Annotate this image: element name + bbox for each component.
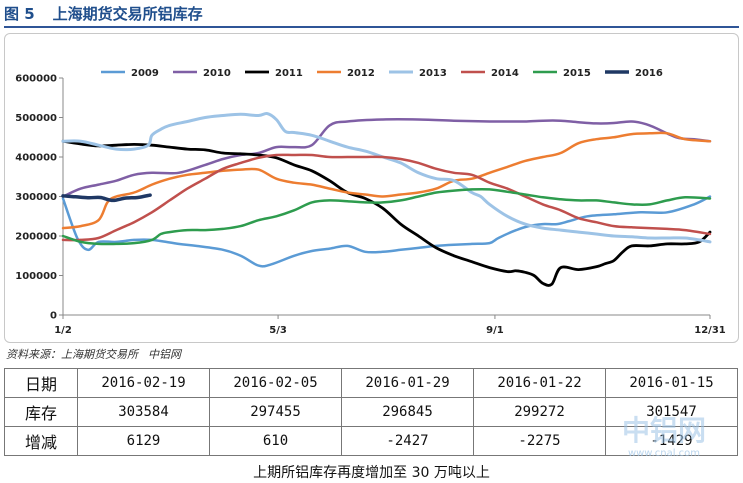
series-line-2010 xyxy=(61,118,712,198)
legend-label-2016: 2016 xyxy=(635,68,663,79)
x-tick-label: 1/2 xyxy=(54,325,72,336)
legend-label-2013: 2013 xyxy=(419,68,447,79)
series-line-2015 xyxy=(61,187,712,246)
y-tick-label: 100000 xyxy=(15,271,57,282)
legend-label-2015: 2015 xyxy=(563,68,591,79)
chart-frame: 0 100000 200000 300000 400000 500000 600000 1/2… xyxy=(4,33,739,343)
line-chart: 0 100000 200000 300000 400000 500000 600000 1/2… xyxy=(15,68,726,336)
source-label: 资料来源：上海期货交易所 xyxy=(6,348,138,361)
y-tick-label: 600000 xyxy=(15,74,57,85)
y-tick-label: 500000 xyxy=(15,113,57,124)
table-cell: 301547 xyxy=(605,397,738,427)
table-row: 日期 2016-02-19 2016-02-05 2016-01-29 2016-01-… xyxy=(4,368,738,398)
x-tick-label: 9/1 xyxy=(486,325,504,336)
y-tick-label: 300000 xyxy=(15,192,57,203)
table-row: 增减 6129 610 -2427 -2275 -1429 xyxy=(4,426,738,456)
table-cell: 2016-02-19 xyxy=(77,368,210,398)
y-tick-label: 200000 xyxy=(15,232,57,243)
table-cell: -2275 xyxy=(473,426,606,456)
table-cell: -1429 xyxy=(605,426,738,456)
series-line-2014 xyxy=(61,153,712,242)
table-cell: 303584 xyxy=(77,397,210,427)
y-tick-label: 400000 xyxy=(15,153,57,164)
table-cell: -2427 xyxy=(341,426,474,456)
x-tick-label: 12/31 xyxy=(694,325,726,336)
legend-label-2010: 2010 xyxy=(203,68,231,79)
series-line-2013 xyxy=(61,111,712,244)
table-cell: 2016-01-15 xyxy=(605,368,738,398)
figure-title: 上海期货交易所铝库存 xyxy=(52,4,203,23)
legend-label-2009: 2009 xyxy=(131,68,159,79)
series-line-2016 xyxy=(61,193,152,203)
source-note: 资料来源：上海期货交易所 中铝网 xyxy=(6,346,181,362)
x-tick-label: 5/3 xyxy=(269,325,287,336)
table-cell: 6129 xyxy=(77,426,210,456)
legend-label-2012: 2012 xyxy=(347,68,375,79)
table-cell: 2016-01-29 xyxy=(341,368,474,398)
table-cell: 2016-02-05 xyxy=(209,368,342,398)
title-bar: 图 5 上海期货交易所铝库存 xyxy=(4,0,739,28)
inventory-table: 日期 2016-02-19 2016-02-05 2016-01-29 2016-01-… xyxy=(4,368,738,456)
series-line-2011 xyxy=(61,139,712,287)
legend-label-2014: 2014 xyxy=(491,68,519,79)
row-header: 日期 xyxy=(4,368,78,398)
chart-caption: 上期所铝库存再度增加至 30 万吨以上 xyxy=(253,465,490,481)
table-cell: 2016-01-22 xyxy=(473,368,606,398)
table-cell: 610 xyxy=(209,426,342,456)
table-row: 库存 303584 297455 296845 299272 301547 xyxy=(4,397,738,427)
legend-label-2011: 2011 xyxy=(275,68,303,79)
table-cell: 299272 xyxy=(473,397,606,427)
table-cell: 296845 xyxy=(341,397,474,427)
row-header: 库存 xyxy=(4,397,78,427)
y-tick-label: 0 xyxy=(50,311,57,322)
series-line-2012 xyxy=(61,131,712,230)
source-site: 中铝网 xyxy=(148,348,181,361)
figure-label: 图 5 xyxy=(4,4,35,23)
row-header: 增减 xyxy=(4,426,78,456)
table-cell: 297455 xyxy=(209,397,342,427)
